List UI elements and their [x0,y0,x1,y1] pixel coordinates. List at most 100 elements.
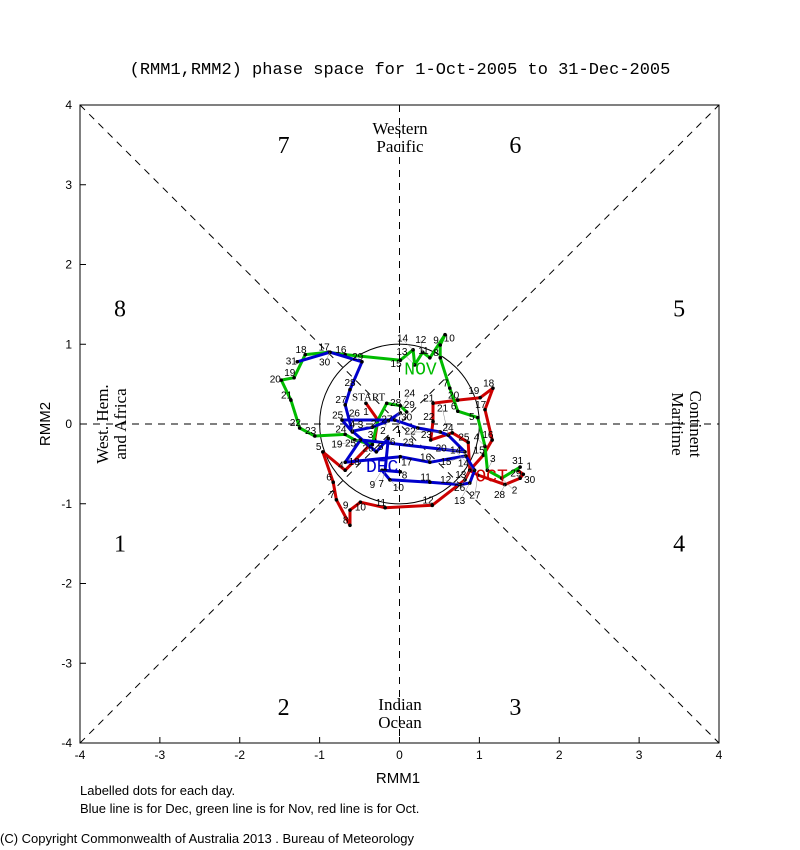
day-label-leader [324,352,331,364]
y-tick-label: 1 [65,337,72,351]
day-label-leader [382,420,389,432]
copyright-text: (C) Copyright Commonwealth of Australia … [0,831,415,846]
day-dot [343,468,347,473]
day-label: 28 [494,490,506,501]
day-dot [343,403,347,407]
day-label: 3 [368,430,374,441]
day-label: 30 [319,357,331,368]
phase-label-7: 7 [278,133,290,159]
day-dot [370,425,375,429]
day-label: 14 [450,446,462,457]
day-dot [348,523,352,528]
phase-label-8: 8 [114,296,126,322]
y-axis-label: RMM2 [37,402,54,446]
day-dot [334,497,339,502]
day-label: 27 [469,490,481,501]
day-label: 10 [444,333,456,344]
day-label: 27 [381,415,393,426]
day-dot [360,359,364,364]
day-dot [340,418,344,422]
day-label: 11 [420,473,431,484]
day-label: 16 [482,430,494,441]
phase-label-2: 2 [278,695,290,721]
day-label: 12 [415,335,427,346]
day-dot [279,378,284,382]
phase-label-3: 3 [509,695,521,721]
day-label: 20 [436,443,448,454]
day-label: 24 [335,425,347,436]
day-dot [398,454,403,459]
day-label: 21 [281,390,293,401]
day-label: 27 [335,395,347,406]
day-label: 23 [421,430,433,441]
day-label: 19 [468,386,480,397]
day-label-leader [380,470,386,485]
day-dot [438,356,443,360]
phase-label-4: 4 [673,532,685,558]
y-tick-label: -4 [61,736,72,750]
day-label: 28 [390,398,402,409]
day-label: 25 [458,433,470,444]
day-label: 4 [474,432,480,443]
day-dot [491,386,495,390]
day-label: 8 [433,348,439,359]
day-label: 20 [270,375,282,386]
day-label-leader [474,475,479,496]
day-label: 14 [397,334,409,345]
day-label: 16 [335,345,347,356]
day-dot [463,450,467,454]
day-dot [370,442,375,447]
day-dot [438,430,443,434]
day-dot [456,398,460,402]
x-tick-label: 1 [476,748,483,762]
day-dot [384,401,389,406]
day-label: 19 [331,439,343,450]
day-dot [438,343,443,347]
day-label-leader [441,448,466,453]
day-dot [475,415,480,420]
day-label-leader [394,393,410,421]
day-label: 17 [401,458,413,469]
day-dot [448,386,452,390]
day-label: 9 [343,500,349,511]
note-2: Blue line is for Dec, green line is for … [80,801,419,816]
day-label: 29 [352,352,364,363]
day-dot [313,434,317,438]
day-label: 13 [455,470,467,481]
day-label-leader [352,414,355,433]
day-label: 17 [319,343,331,354]
day-label: 5 [316,442,322,453]
day-dot [428,480,432,485]
day-label: 10 [355,503,367,514]
day-label: 18 [295,345,307,356]
day-label: 1 [396,425,402,436]
day-dot [431,419,435,424]
x-tick-label: 4 [716,748,723,762]
start-label: START [352,391,386,403]
x-tick-label: -3 [155,748,166,762]
day-label: 6 [326,473,332,484]
day-label: 4 [338,461,344,472]
day-label: 17 [475,400,487,411]
day-label: 8 [343,516,349,527]
region-label-top: Pacific [376,137,424,156]
day-label: 9 [433,335,439,346]
day-label: 22 [405,427,417,438]
day-label: 29 [404,400,416,411]
day-label: 25 [332,410,344,421]
day-dot [404,410,409,414]
day-label: 18 [349,457,361,468]
day-dot [428,438,433,442]
day-label: 4 [350,420,356,431]
day-label: 22 [423,412,435,423]
day-label-leader [398,412,401,431]
guide-lines [79,104,720,744]
day-dot [358,438,363,442]
day-label: 15 [391,359,403,370]
day-label-leader [445,480,461,485]
day-label: 5 [469,412,475,423]
x-tick-label: -4 [75,748,86,762]
day-dot [416,426,420,430]
